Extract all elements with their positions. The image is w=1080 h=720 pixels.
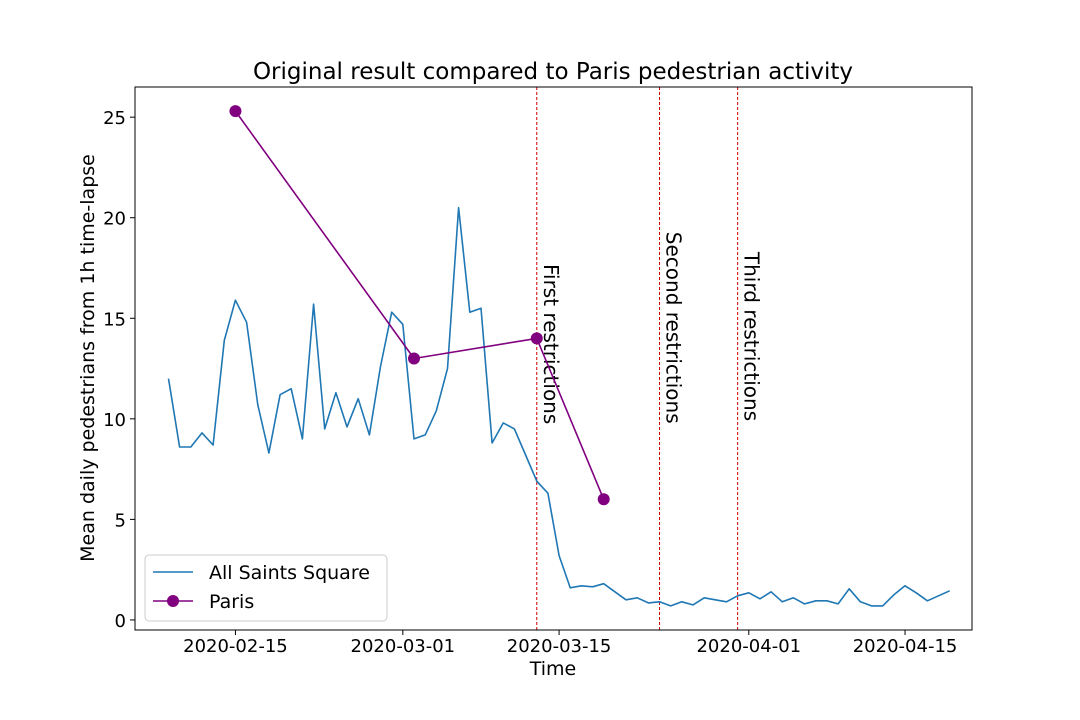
x-tick-label: 2020-03-15	[507, 636, 612, 657]
series-line-all-saints-square	[167, 206, 951, 607]
x-tick-label: 2020-04-15	[853, 636, 958, 657]
plot-frame	[134, 86, 973, 631]
restriction-label-third-restrictions: Third restrictions	[740, 251, 764, 421]
data-point-paris-0	[229, 105, 242, 118]
legend-label-all-saints-square: All Saints Square	[209, 562, 370, 584]
x-tick-label: 2020-03-01	[351, 636, 456, 657]
y-tick-label: 5	[115, 510, 126, 531]
x-axis: 2020-02-15 2020-03-01 2020-03-15 2020-04-01…	[183, 630, 957, 657]
restriction-label-first-restrictions: First restrictions	[539, 264, 563, 424]
chart-title: Original result compared to Paris pedest…	[253, 59, 853, 85]
plot-area: First restrictions Second restrictions Thi…	[167, 87, 951, 630]
y-axis-label: Mean daily pedestrians from 1h time-laps…	[77, 154, 99, 562]
y-tick-label: 25	[103, 108, 126, 129]
legend: All Saints Square Paris	[144, 554, 388, 622]
x-tick-label: 2020-04-01	[696, 636, 801, 657]
data-point-paris-3	[597, 493, 610, 506]
legend-marker-paris	[167, 595, 179, 607]
legend-box	[144, 554, 388, 622]
y-axis: 0 5 10 15 20 25	[103, 108, 135, 632]
restriction-label-second-restrictions: Second restrictions	[662, 232, 686, 424]
legend-label-paris: Paris	[209, 591, 254, 613]
y-tick-label: 20	[103, 209, 126, 230]
data-point-paris-2	[530, 332, 543, 345]
series-line-paris	[234, 110, 605, 500]
data-point-paris-1	[408, 352, 420, 365]
y-tick-label: 0	[115, 611, 126, 632]
y-tick-label: 15	[103, 309, 126, 330]
x-tick-label: 2020-02-15	[183, 636, 288, 657]
y-tick-label: 10	[103, 410, 126, 431]
x-axis-label: Time	[529, 658, 577, 680]
